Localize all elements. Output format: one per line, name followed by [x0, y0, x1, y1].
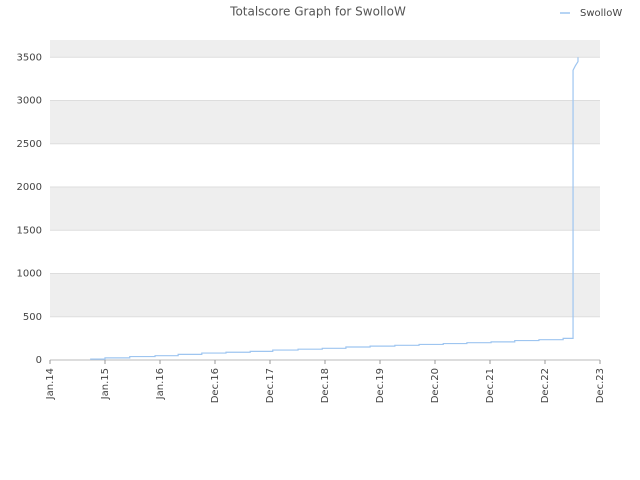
y-tick-label: 500 [23, 312, 42, 323]
x-tick-label: Jan.16 [155, 368, 166, 400]
x-tick-label: Dec.18 [320, 368, 331, 403]
x-tick-label: Dec.16 [210, 368, 221, 403]
grid-band [50, 40, 600, 58]
grid-band [50, 230, 600, 274]
grid-band [50, 316, 600, 360]
x-tick-label: Jan.15 [100, 368, 111, 400]
y-tick-label: 3000 [17, 96, 42, 107]
line-series [90, 57, 579, 360]
x-tick-label: Jan.14 [45, 368, 56, 400]
y-tick-label: 3500 [17, 52, 42, 63]
grid-band [50, 143, 600, 188]
grid-band [50, 273, 600, 317]
y-tick-label: 0 [36, 355, 42, 366]
x-tick-label: Dec.20 [430, 368, 441, 403]
legend-label: SwolloW [580, 8, 622, 19]
grid-band [50, 100, 600, 144]
x-tick-label: Dec.19 [375, 368, 386, 403]
y-tick-label: 1500 [17, 225, 42, 236]
chart-title: Totalscore Graph for SwolloW [229, 5, 406, 19]
y-tick-label: 1000 [17, 269, 42, 280]
grid-band [50, 57, 600, 101]
x-tick-label: Dec.17 [265, 368, 276, 403]
x-tick-label: Dec.21 [485, 368, 496, 403]
y-tick-label: 2000 [17, 182, 42, 193]
x-tick-label: Dec.23 [595, 368, 606, 403]
y-tick-label: 2500 [17, 139, 42, 150]
x-tick-label: Dec.22 [540, 368, 551, 403]
grid-band [50, 187, 600, 231]
